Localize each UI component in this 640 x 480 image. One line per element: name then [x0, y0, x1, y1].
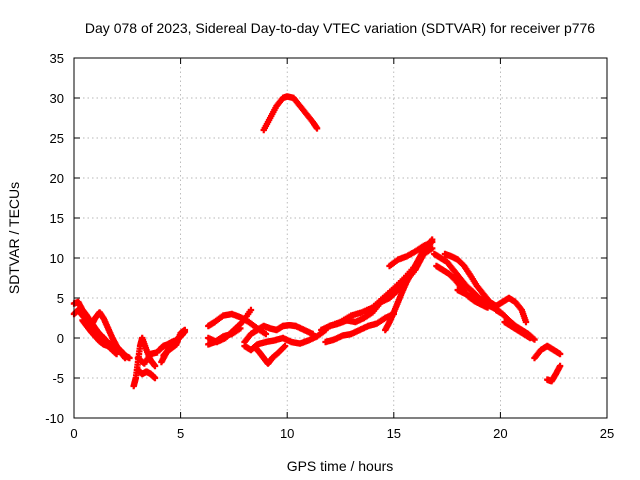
- series-track-e: [134, 366, 159, 382]
- x-tick-label: 25: [600, 426, 614, 441]
- data-point: [247, 306, 255, 314]
- data-point: [281, 342, 289, 350]
- data-point: [313, 125, 321, 132]
- y-tick-label: 5: [57, 291, 64, 306]
- data-point: [262, 330, 270, 338]
- x-tick-label: 0: [70, 426, 77, 441]
- data-point: [151, 374, 159, 382]
- series-track-z: [492, 294, 530, 326]
- data-point: [531, 336, 538, 343]
- y-axis-label: SDTVAR / TECUs: [6, 182, 22, 294]
- axis-ticks: 0 5 10 15 20 25 -10 -5 0 5 10 15 20 25 30 35: [45, 51, 614, 441]
- series-track-t: [382, 246, 427, 334]
- y-tick-label: -10: [45, 411, 64, 426]
- series-track-p: [260, 93, 321, 134]
- series-track-r: [322, 310, 397, 346]
- series-track-y: [454, 286, 500, 313]
- plot-frame: [73, 57, 608, 419]
- y-tick-label: 15: [50, 211, 64, 226]
- series-track-m: [241, 322, 316, 346]
- data-point: [237, 325, 244, 332]
- series-track-ac: [531, 342, 564, 362]
- x-axis-label: GPS time / hours: [287, 458, 394, 474]
- data-point: [113, 350, 120, 358]
- series-track-u: [386, 238, 436, 270]
- data-points: [70, 93, 564, 390]
- data-point: [428, 238, 436, 246]
- data-point: [556, 362, 564, 370]
- x-tick-label: 5: [177, 426, 184, 441]
- series-track-l: [205, 325, 244, 348]
- y-tick-label: 30: [50, 91, 64, 106]
- y-tick-label: 0: [57, 331, 64, 346]
- data-point: [522, 318, 530, 326]
- data-point: [181, 326, 189, 334]
- data-point: [151, 362, 159, 370]
- y-tick-label: 10: [50, 251, 64, 266]
- series-track-x: [441, 250, 500, 310]
- series-track-f: [134, 349, 161, 367]
- data-point: [428, 245, 436, 252]
- y-tick-label: 25: [50, 131, 64, 146]
- y-tick-label: 20: [50, 171, 64, 186]
- data-point: [556, 350, 564, 358]
- series-track-i: [160, 326, 189, 359]
- data-point: [527, 334, 534, 342]
- data-point: [121, 354, 129, 362]
- series-track-ad: [544, 362, 564, 385]
- x-tick-label: 15: [387, 426, 401, 441]
- x-tick-label: 10: [280, 426, 294, 441]
- y-tick-label: -5: [52, 371, 64, 386]
- x-tick-label: 20: [493, 426, 507, 441]
- chart-title: Day 078 of 2023, Sidereal Day-to-day VTE…: [85, 20, 595, 36]
- series-track-o: [252, 342, 289, 367]
- series-track-c: [79, 317, 120, 358]
- y-tick-label: 35: [50, 51, 64, 66]
- series-track-ab: [501, 318, 534, 342]
